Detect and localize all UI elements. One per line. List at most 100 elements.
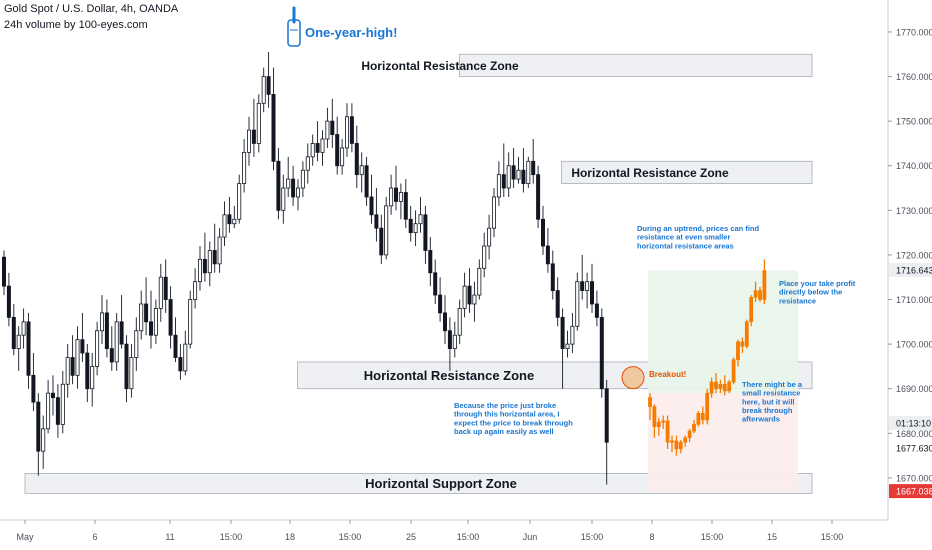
projection-body — [678, 441, 683, 450]
candle — [462, 272, 467, 318]
candle-body — [433, 272, 438, 296]
candle — [491, 188, 496, 238]
candle — [202, 232, 207, 282]
candle-body — [119, 321, 124, 345]
projection-candle — [744, 319, 749, 349]
projection-body — [670, 440, 674, 443]
candle-body — [217, 236, 222, 265]
breakout-circle — [621, 366, 645, 390]
candle-body — [487, 227, 492, 247]
candle — [256, 94, 261, 153]
candle-body — [349, 116, 354, 144]
x-tick-label: 8 — [649, 532, 654, 542]
candle-body — [310, 143, 315, 158]
projection-candle — [648, 393, 652, 420]
candle-body — [144, 303, 149, 323]
candle — [393, 165, 398, 211]
y-tick-label: 1720.000 — [896, 250, 932, 260]
candle — [95, 321, 100, 376]
candle — [65, 344, 70, 398]
candle — [585, 272, 590, 309]
projection-body — [749, 296, 754, 323]
candle — [70, 335, 75, 385]
candle — [188, 290, 193, 349]
x-tick-label: 15:00 — [581, 532, 604, 542]
candle-body — [305, 156, 310, 171]
projection-candle — [674, 435, 679, 456]
candle — [144, 277, 149, 336]
price-tag-label: 1667.038 — [896, 487, 932, 497]
candle-body — [555, 290, 560, 318]
candle — [246, 116, 251, 166]
candle-body — [212, 250, 217, 265]
projection-candle — [740, 337, 745, 354]
candle-body — [21, 321, 26, 336]
candle — [315, 121, 320, 162]
candle — [575, 272, 580, 331]
candle — [330, 98, 335, 148]
candle — [286, 156, 291, 197]
take-profit-note: Place your take profit directly below the… — [779, 279, 856, 305]
candle-body — [325, 120, 330, 140]
projection-body — [674, 440, 679, 450]
projection-candle — [687, 428, 692, 443]
price-tag-bg — [889, 484, 932, 499]
candle-body — [506, 165, 511, 189]
candle-body — [413, 223, 418, 234]
uptrend-note: During an uptrend, prices can find resist… — [637, 224, 760, 250]
candle-body — [384, 205, 389, 256]
candle — [129, 344, 134, 398]
candle-body — [340, 147, 345, 167]
candle-body — [6, 285, 11, 318]
candle — [487, 214, 492, 260]
x-tick-label: 15:00 — [821, 532, 844, 542]
candle — [536, 165, 541, 229]
candle — [442, 295, 447, 345]
candle-body — [114, 321, 119, 363]
projection-candle — [670, 435, 674, 453]
candle — [114, 312, 119, 371]
candle-body — [501, 174, 506, 189]
candle — [26, 312, 31, 389]
candle-body — [315, 143, 320, 153]
candle-body — [570, 325, 575, 345]
projection-candle — [656, 417, 661, 436]
candle-body — [550, 263, 555, 292]
zone-label: Horizontal Resistance Zone — [361, 59, 519, 73]
candle-body — [281, 187, 286, 211]
projection-body — [744, 321, 749, 347]
candle — [60, 370, 65, 434]
candle-body — [266, 76, 271, 95]
candle-body — [16, 334, 21, 349]
candle-body — [560, 316, 565, 349]
y-tick-label: 1710.000 — [896, 295, 932, 305]
projection-candle — [762, 259, 767, 304]
projection-candle — [714, 373, 718, 394]
candle — [550, 250, 555, 300]
candle-body — [227, 214, 232, 225]
y-tick-label: 1670.000 — [896, 473, 932, 483]
candle — [2, 250, 7, 296]
candle-body — [418, 214, 423, 225]
y-tick-label: 1770.000 — [896, 27, 932, 37]
zone-box — [561, 160, 813, 184]
projection-candle — [678, 439, 683, 454]
candle-body — [178, 357, 183, 372]
candle-body — [46, 392, 51, 430]
price-tag-bg — [889, 262, 932, 277]
candle-body — [90, 366, 95, 390]
candle-body — [320, 138, 325, 153]
candle — [271, 67, 276, 171]
candle-body — [335, 134, 340, 167]
candle-body — [261, 76, 266, 104]
candle — [447, 317, 452, 371]
candle — [438, 277, 443, 322]
price-tag-bg — [889, 416, 932, 431]
x-tick-label: 11 — [165, 532, 174, 542]
candle-body — [148, 321, 153, 336]
candle-body — [379, 227, 384, 256]
candle — [80, 312, 85, 362]
x-tick-label: 18 — [285, 532, 295, 542]
candle — [506, 152, 511, 197]
